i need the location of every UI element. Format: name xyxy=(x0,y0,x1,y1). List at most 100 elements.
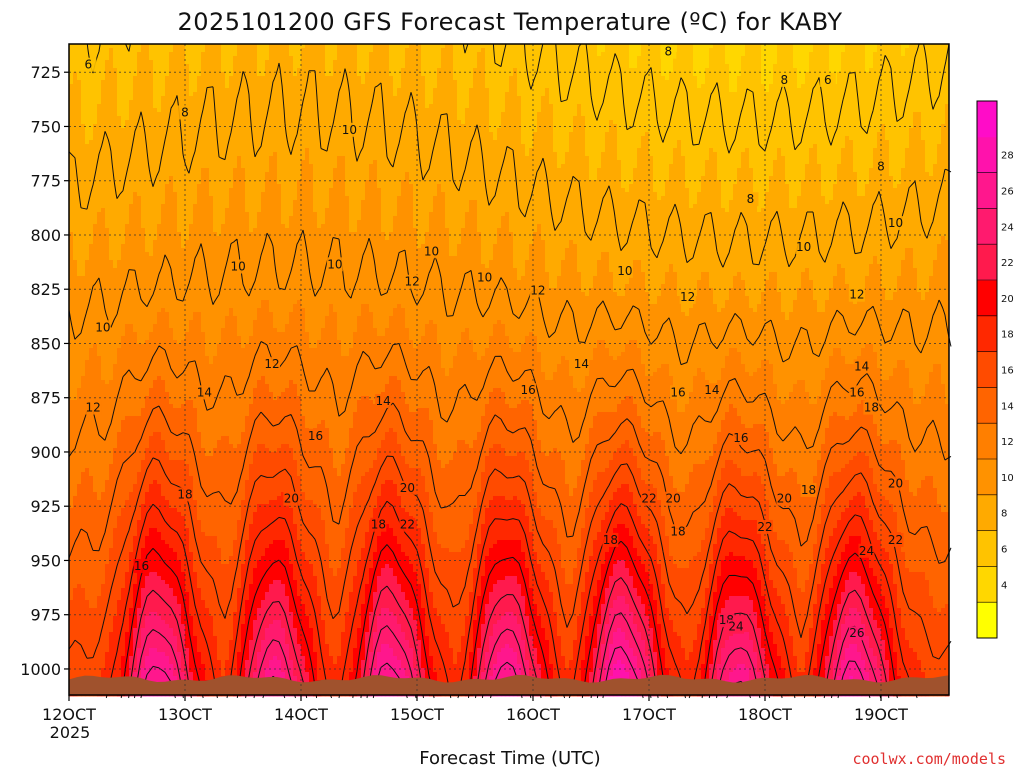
contour-label: 18 xyxy=(371,518,386,532)
x-axis-year: 2025 xyxy=(50,723,91,742)
y-tick-label: 1000 xyxy=(20,660,61,679)
contour-label: 8 xyxy=(747,192,755,206)
contour-label: 8 xyxy=(665,45,673,59)
y-axis: 725 750 775 800 825 850 875 900 925 950 975 1000 xyxy=(20,63,69,679)
x-tick-label: 17OCT xyxy=(622,705,676,724)
colorbar-tick-label: 18 xyxy=(1001,330,1014,341)
contour-label: 10 xyxy=(95,320,110,334)
x-tick-label: 16OCT xyxy=(506,705,560,724)
contour-label: 18 xyxy=(864,401,879,415)
colorbar-tick-label: 16 xyxy=(1001,366,1014,377)
contour-label: 22 xyxy=(757,520,772,534)
contour-label: 18 xyxy=(177,487,192,501)
y-tick-label: 825 xyxy=(30,280,61,299)
contour-label: 12 xyxy=(264,357,279,371)
y-tick-label: 900 xyxy=(30,443,61,462)
y-tick-label: 750 xyxy=(30,117,61,136)
contour-label: 10 xyxy=(477,270,492,284)
x-tick-label: 15OCT xyxy=(390,705,444,724)
contour-label: 22 xyxy=(641,492,656,506)
contour-label: 20 xyxy=(284,492,299,506)
colorbar-swatch xyxy=(977,208,997,244)
colorbar-tick-label: 8 xyxy=(1001,509,1007,520)
y-tick-label: 950 xyxy=(30,551,61,570)
contour-label: 16 xyxy=(670,385,685,399)
contour-label: 10 xyxy=(342,123,357,137)
x-tick-label: 19OCT xyxy=(854,705,908,724)
colorbar-swatch xyxy=(977,101,997,137)
colorbar-swatch xyxy=(977,495,997,531)
contour-label: 16 xyxy=(134,559,149,573)
colorbar-swatch xyxy=(977,566,997,602)
colorbar: 4 6 8 10 12 14 16 18 20 22 24 26 28 xyxy=(977,101,1014,639)
x-tick-label: 14OCT xyxy=(274,705,328,724)
colorbar-tick-label: 4 xyxy=(1001,580,1007,591)
contour-label: 10 xyxy=(796,240,811,254)
y-tick-label: 875 xyxy=(30,389,61,408)
contour-label: 26 xyxy=(849,626,864,640)
x-tick-label: 12OCT xyxy=(42,705,96,724)
colorbar-swatch xyxy=(977,173,997,209)
contour-label: 8 xyxy=(877,160,885,174)
x-tick-label: 13OCT xyxy=(158,705,212,724)
y-tick-label: 725 xyxy=(30,63,61,82)
contour-label: 14 xyxy=(197,385,212,399)
contour-label: 18 xyxy=(801,483,816,497)
contour-label: 16 xyxy=(521,383,536,397)
contour-label: 14 xyxy=(574,357,589,371)
contour-label: 12 xyxy=(849,288,864,302)
y-tick-label: 775 xyxy=(30,172,61,191)
contour-label: 14 xyxy=(704,383,719,397)
contour-label: 8 xyxy=(181,105,189,119)
contour-label: 20 xyxy=(400,481,415,495)
contour-label: 20 xyxy=(777,492,792,506)
chart: 2025101200 GFS Forecast Temperature (ºC)… xyxy=(0,0,1024,768)
contour-label: 16 xyxy=(849,385,864,399)
colorbar-tick-label: 28 xyxy=(1001,151,1014,162)
x-axis-label: Forecast Time (UTC) xyxy=(419,748,600,768)
colorbar-swatch xyxy=(977,280,997,316)
chart-title: 2025101200 GFS Forecast Temperature (ºC)… xyxy=(177,8,842,36)
contour-label: 10 xyxy=(327,257,342,271)
contour-label: 12 xyxy=(530,283,545,297)
contour-label: 24 xyxy=(859,544,874,558)
contour-label: 22 xyxy=(888,533,903,547)
contour-label: 12 xyxy=(86,401,101,415)
credit-text: coolwx.com/models xyxy=(852,750,1006,768)
contour-label: 18 xyxy=(603,533,618,547)
colorbar-swatch xyxy=(977,423,997,459)
contour-label: 12 xyxy=(680,290,695,304)
contour-label: 14 xyxy=(854,359,869,373)
colorbar-swatch xyxy=(977,531,997,567)
colorbar-tick-label: 22 xyxy=(1001,258,1014,269)
colorbar-swatch xyxy=(977,352,997,388)
contour-label: 10 xyxy=(888,216,903,230)
contour-label: 18 xyxy=(670,524,685,538)
y-tick-label: 850 xyxy=(30,334,61,353)
colorbar-swatch xyxy=(977,137,997,173)
colorbar-swatch xyxy=(977,387,997,423)
y-tick-label: 975 xyxy=(30,606,61,625)
y-tick-label: 800 xyxy=(30,226,61,245)
contour-label: 10 xyxy=(231,260,246,274)
y-tick-label: 925 xyxy=(30,497,61,516)
colorbar-tick-label: 24 xyxy=(1001,222,1014,233)
contour-label: 22 xyxy=(400,518,415,532)
contour-label: 6 xyxy=(824,73,832,87)
colorbar-swatch xyxy=(977,459,997,495)
colorbar-tick-label: 12 xyxy=(1001,437,1014,448)
contour-label: 10 xyxy=(617,264,632,278)
colorbar-tick-label: 10 xyxy=(1001,473,1014,484)
x-tick-label: 18OCT xyxy=(738,705,792,724)
colorbar-swatch xyxy=(977,602,997,638)
colorbar-tick-label: 26 xyxy=(1001,187,1014,198)
contour-label: 6 xyxy=(85,58,93,72)
contour-label: 16 xyxy=(733,431,748,445)
contour-label: 8 xyxy=(781,73,789,87)
colorbar-tick-label: 14 xyxy=(1001,401,1014,412)
contour-label: 20 xyxy=(888,477,903,491)
colorbar-tick-label: 20 xyxy=(1001,294,1014,305)
contour-label: 14 xyxy=(376,394,391,408)
colorbar-tick-label: 6 xyxy=(1001,545,1007,556)
